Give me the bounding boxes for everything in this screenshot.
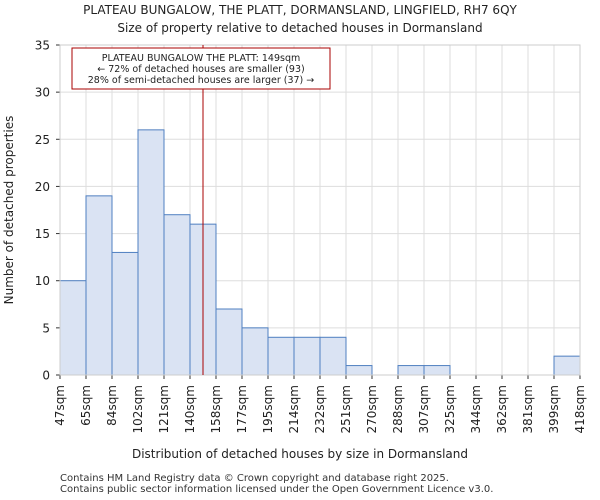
x-tick-label: 102sqm <box>131 385 145 433</box>
y-tick-label: 15 <box>35 227 50 241</box>
x-tick-label: 325sqm <box>443 385 457 433</box>
x-tick-label: 288sqm <box>391 385 405 433</box>
x-tick-label: 270sqm <box>365 385 379 433</box>
bar-399sqm <box>553 355 581 376</box>
y-tick-label: 35 <box>35 39 50 53</box>
annotation-line-1: PLATEAU BUNGALOW THE PLATT: 149sqm <box>102 53 301 64</box>
bar-288sqm <box>397 365 425 376</box>
x-tick-label: 399sqm <box>547 385 561 433</box>
x-tick-label: 214sqm <box>287 385 301 433</box>
bar-195sqm <box>267 336 295 376</box>
bars <box>59 129 581 376</box>
y-axis-label: Number of detached properties <box>2 116 16 305</box>
x-tick-label: 362sqm <box>495 385 509 433</box>
bar-307sqm <box>423 365 451 376</box>
chart-title: PLATEAU BUNGALOW, THE PLATT, DORMANSLAND… <box>83 3 517 17</box>
x-tick-label: 195sqm <box>261 385 275 433</box>
x-tick-label: 121sqm <box>157 385 171 433</box>
x-tick-label: 177sqm <box>235 385 249 433</box>
x-tick-label: 381sqm <box>521 385 535 433</box>
footer-line-1: Contains HM Land Registry data © Crown c… <box>60 473 449 484</box>
x-tick-label: 47sqm <box>53 385 67 426</box>
footer-line-2: Contains public sector information licen… <box>60 484 494 495</box>
x-tick-label: 251sqm <box>339 385 353 433</box>
x-axis-label: Distribution of detached houses by size … <box>132 447 468 461</box>
x-tick-label: 232sqm <box>313 385 327 433</box>
bar-232sqm <box>319 336 347 376</box>
chart-subtitle: Size of property relative to detached ho… <box>117 21 482 35</box>
bar-251sqm <box>345 365 373 376</box>
bar-65sqm <box>85 195 113 376</box>
x-ticks: 47sqm 65sqm 84sqm 102sqm 121sqm 140sqm 158sqm 1… <box>53 375 587 433</box>
y-tick-label: 0 <box>42 369 50 383</box>
annotation-line-3: 28% of semi-detached houses are larger (… <box>88 75 315 86</box>
bar-84sqm <box>111 251 139 376</box>
x-tick-label: 158sqm <box>209 385 223 433</box>
bar-121sqm <box>163 214 191 376</box>
x-tick-label: 65sqm <box>79 385 93 426</box>
x-tick-label: 307sqm <box>417 385 431 433</box>
y-tick-label: 30 <box>35 86 50 100</box>
x-tick-label: 140sqm <box>183 385 197 433</box>
bar-102sqm <box>137 129 165 376</box>
y-tick-label: 10 <box>35 274 50 288</box>
y-tick-label: 5 <box>42 321 50 335</box>
bar-177sqm <box>241 327 269 376</box>
bar-214sqm <box>293 336 321 376</box>
bar-158sqm <box>215 308 243 376</box>
y-tick-label: 20 <box>35 180 50 194</box>
bar-47sqm <box>59 280 87 376</box>
y-ticks: 0 5 10 15 20 25 30 35 <box>35 39 60 383</box>
annotation-line-2: ← 72% of detached houses are smaller (93… <box>97 64 304 75</box>
plot-frame <box>59 44 581 376</box>
annotation-box <box>71 47 331 90</box>
x-tick-label: 84sqm <box>105 385 119 426</box>
y-tick-label: 25 <box>35 133 50 147</box>
x-tick-label: 418sqm <box>573 385 587 433</box>
x-tick-label: 344sqm <box>469 385 483 433</box>
